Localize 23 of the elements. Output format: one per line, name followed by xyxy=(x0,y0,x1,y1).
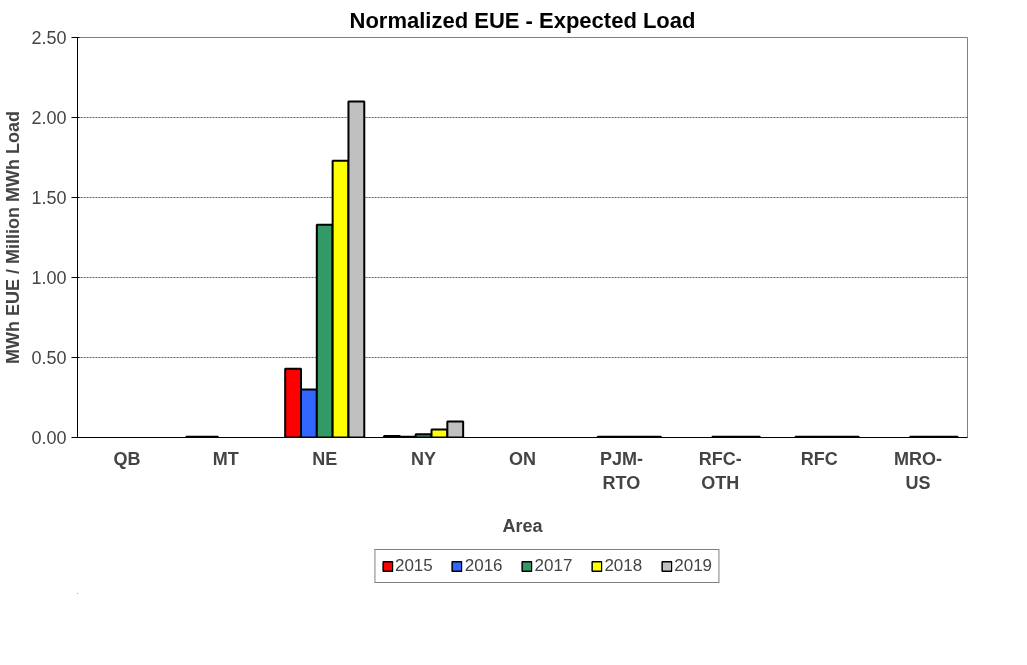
x-tick-label: NE xyxy=(312,448,338,469)
legend-label: 2017 xyxy=(534,556,573,576)
chart-title: Normalized EUE - Expected Load xyxy=(349,7,696,33)
x-tick-label: RFC-OTH xyxy=(698,448,742,493)
x-tick-label: MT xyxy=(212,448,239,469)
y-tick-label: 2.50 xyxy=(31,28,67,48)
x-tick-label: NY xyxy=(411,448,437,469)
y-tick-label: 0.00 xyxy=(31,428,67,448)
legend-label: 2019 xyxy=(674,556,713,576)
x-tick-label: MRO-US xyxy=(894,448,943,493)
x-tick-label: QB xyxy=(113,448,141,469)
x-tick-label: ON xyxy=(509,448,536,469)
y-tick-label: 1.50 xyxy=(31,188,67,208)
y-tick-label: 2.00 xyxy=(31,108,67,128)
legend-label: 2018 xyxy=(604,556,643,576)
legend-label: 2016 xyxy=(464,556,503,576)
legend-label: 2015 xyxy=(394,556,433,576)
y-tick-label: 1.00 xyxy=(31,268,67,288)
y-tick-label: 0.50 xyxy=(31,348,67,368)
x-tick-label: PJM-RTO xyxy=(599,448,643,493)
y-axis-title: MWh EUE / Million MWh Load xyxy=(3,111,24,364)
x-axis-title: Area xyxy=(502,515,544,536)
x-tick-label: RFC xyxy=(800,448,838,469)
